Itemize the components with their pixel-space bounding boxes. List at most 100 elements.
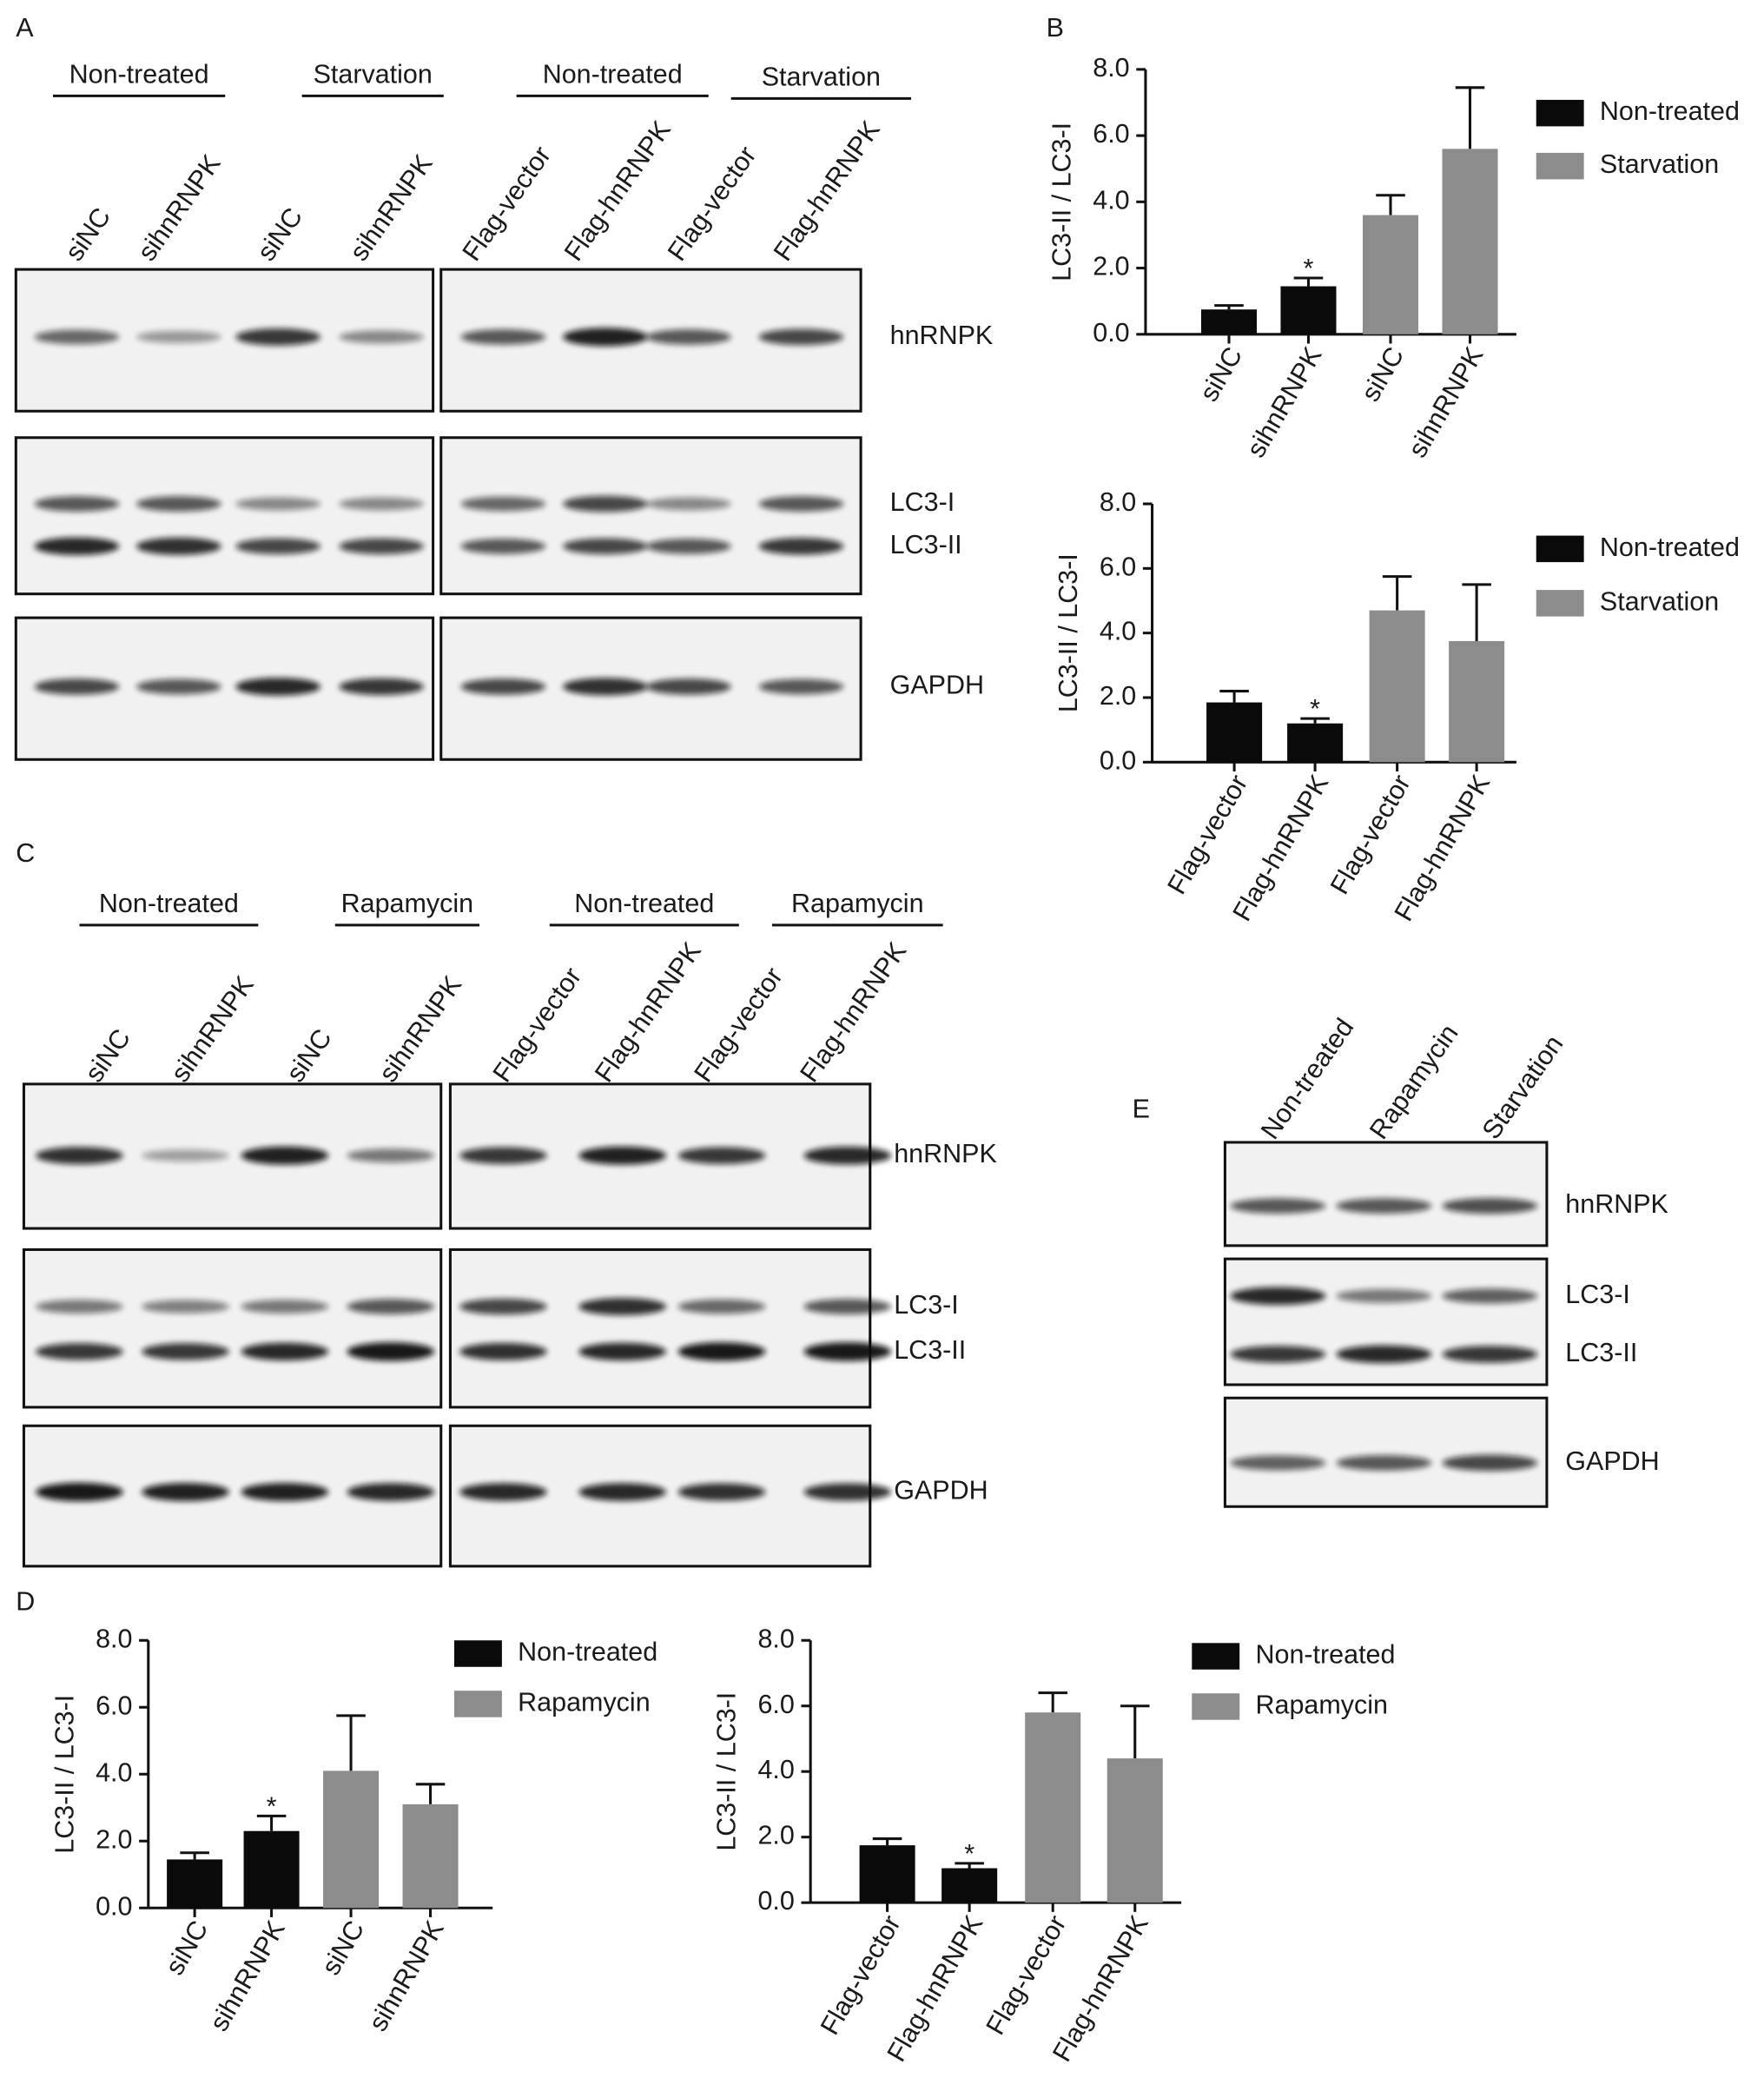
lane-label: siNC: [79, 1023, 136, 1088]
protein-label: GAPDH: [1565, 1446, 1659, 1476]
bar: [1025, 1712, 1081, 1903]
blot-frame: [22, 1247, 443, 1409]
lane-label: Flag-vector: [689, 963, 789, 1088]
x-tick-label: sihnRNPK: [1403, 342, 1490, 463]
group-label: Non-treated: [574, 889, 714, 918]
band: [460, 678, 546, 695]
y-tick-label: 6.0: [1093, 119, 1129, 149]
bar: [1362, 215, 1419, 334]
bar: [941, 1868, 998, 1903]
group-label: Non-treated: [99, 889, 239, 918]
band: [339, 497, 424, 511]
legend-swatch: [1536, 152, 1584, 180]
y-axis-label: LC3-II / LC3-I: [50, 1695, 79, 1854]
blot-frame: [439, 436, 862, 596]
band: [36, 1147, 123, 1165]
band: [646, 329, 731, 345]
lane-label: Flag-hnRNPK: [589, 936, 707, 1088]
band: [459, 1483, 547, 1501]
protein-label: LC3-II: [1565, 1338, 1637, 1367]
annotation: *: [964, 1839, 974, 1869]
bar: [859, 1845, 915, 1903]
band: [1336, 1345, 1432, 1364]
x-tick-label: sihnRNPK: [363, 1916, 450, 2036]
band: [1336, 1198, 1432, 1214]
x-tick-label: Flag-vector: [815, 1910, 907, 2040]
band: [563, 678, 648, 696]
band: [347, 1342, 435, 1361]
y-tick-label: 2.0: [96, 1824, 132, 1854]
band: [578, 1483, 666, 1501]
legend-label: Non-treated: [1600, 533, 1740, 562]
blot-frame: [1223, 1257, 1549, 1386]
band: [241, 1342, 329, 1361]
bar: [1449, 640, 1505, 763]
group-label: Starvation: [762, 63, 881, 92]
lane-label: Flag-hnRNPK: [768, 116, 886, 267]
group-label: Rapamycin: [341, 889, 473, 918]
bar: [1369, 610, 1425, 763]
y-tick-label: 4.0: [757, 1755, 794, 1784]
band: [578, 1146, 666, 1165]
band: [1442, 1198, 1538, 1214]
lane-label: Flag-vector: [662, 141, 762, 266]
legend-swatch: [1192, 1693, 1240, 1720]
x-tick-label: Flag-vector: [1325, 770, 1417, 899]
band: [677, 1299, 766, 1314]
band: [1336, 1455, 1432, 1471]
y-tick-label: 0.0: [1100, 745, 1136, 775]
x-tick-label: siNC: [1356, 342, 1410, 407]
band: [142, 1149, 229, 1161]
x-tick-label: sihnRNPK: [1241, 342, 1328, 463]
band: [459, 1342, 547, 1360]
panel-label: E: [1133, 1094, 1150, 1123]
lane-label: sihnRNPK: [132, 149, 227, 267]
y-tick-label: 6.0: [1100, 552, 1136, 581]
band: [34, 496, 120, 512]
x-tick-label: Flag-vector: [1162, 770, 1254, 899]
band: [1230, 1346, 1326, 1363]
y-tick-label: 8.0: [757, 1624, 794, 1653]
band: [347, 1148, 435, 1163]
legend-swatch: [453, 1640, 502, 1667]
lane-label: siNC: [251, 202, 308, 267]
group-label: Non-treated: [543, 60, 683, 89]
band: [563, 328, 648, 347]
band: [241, 1483, 329, 1501]
band: [34, 678, 120, 695]
bar: [1200, 309, 1258, 334]
band: [758, 538, 844, 555]
y-tick-label: 0.0: [1093, 318, 1129, 347]
protein-label: LC3-II: [894, 1335, 966, 1365]
band: [36, 1482, 123, 1502]
lane-label: Flag-hnRNPK: [558, 116, 677, 267]
band: [803, 1299, 892, 1314]
band: [758, 678, 844, 695]
x-tick-label: Flag-vector: [981, 1910, 1073, 2040]
band: [235, 328, 320, 346]
x-tick-label: siNC: [160, 1916, 214, 1980]
band: [677, 1483, 766, 1501]
y-tick-label: 0.0: [96, 1891, 132, 1921]
blot-frame: [1223, 1396, 1549, 1508]
y-tick-label: 2.0: [1100, 681, 1136, 711]
band: [136, 496, 221, 512]
group-label: Starvation: [314, 60, 433, 89]
band: [339, 538, 424, 555]
protein-label: GAPDH: [890, 670, 984, 699]
band: [235, 678, 320, 696]
band: [803, 1342, 892, 1361]
bar: [1107, 1758, 1163, 1903]
legend-swatch: [1536, 535, 1584, 563]
y-axis-label: LC3-II / LC3-I: [712, 1692, 742, 1851]
bar: [1287, 723, 1344, 763]
lane-label: Flag-hnRNPK: [795, 936, 913, 1088]
band: [1230, 1455, 1326, 1471]
lane-label: Rapamycin: [1364, 1019, 1463, 1144]
protein-label: LC3-I: [894, 1290, 959, 1320]
bar: [402, 1803, 459, 1909]
protein-label: GAPDH: [894, 1476, 988, 1506]
band: [646, 538, 731, 554]
band: [241, 1300, 329, 1314]
